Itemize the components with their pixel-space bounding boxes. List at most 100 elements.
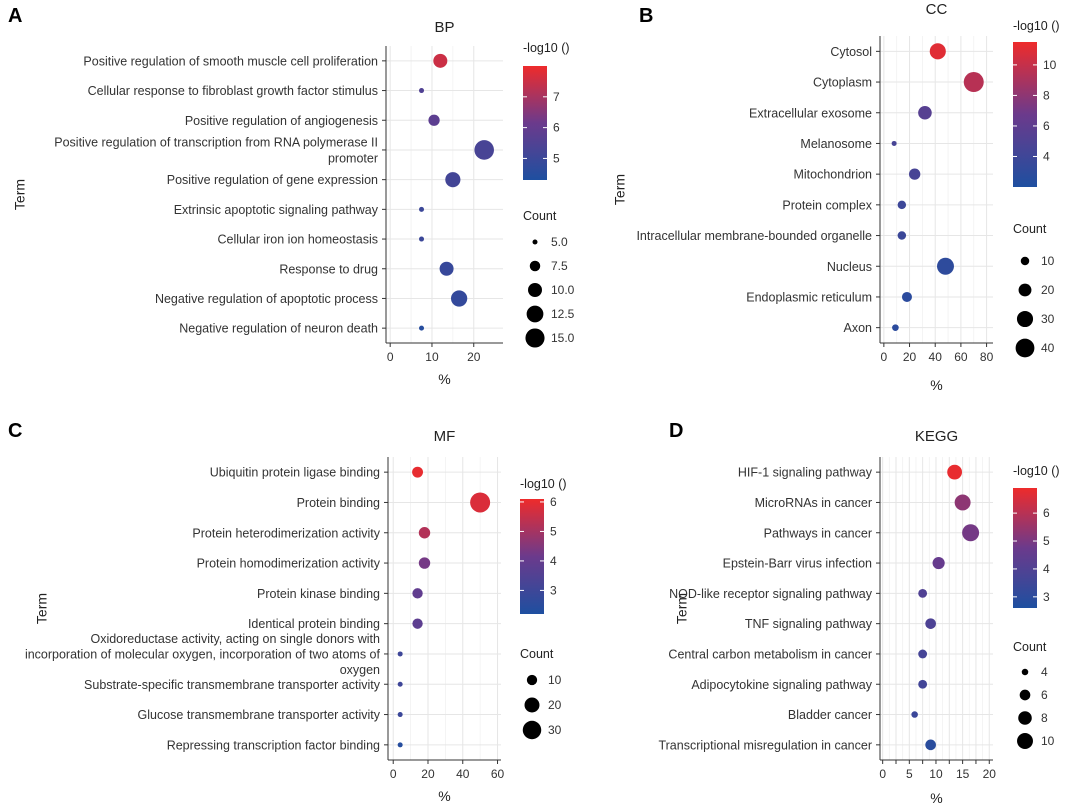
term-label: Protein kinase binding (257, 587, 380, 601)
data-point (412, 618, 423, 629)
term-label: Positive regulation of smooth muscle cel… (83, 54, 378, 68)
size-legend-label: 40 (1041, 341, 1055, 355)
term-label: Epstein-Barr virus infection (723, 557, 872, 571)
color-bar (523, 66, 547, 180)
color-bar-label: 3 (1043, 590, 1050, 604)
panel-letter: B (639, 5, 653, 27)
x-tick-label: 10 (425, 350, 439, 364)
data-point (891, 140, 897, 146)
data-point (897, 200, 907, 210)
data-point (470, 492, 491, 513)
data-point (962, 524, 980, 542)
color-bar (1013, 42, 1037, 187)
color-bar-label: 8 (1043, 88, 1050, 102)
term-label: Endoplasmic reticulum (746, 290, 872, 304)
x-tick-label: 20 (903, 350, 917, 364)
size-legend-label: 10 (1041, 734, 1055, 748)
data-point (397, 681, 403, 687)
data-point (419, 236, 425, 242)
data-point (892, 324, 899, 331)
size-legend-label: 30 (1041, 312, 1055, 326)
x-axis-label: % (930, 377, 942, 393)
color-bar-label: 6 (1043, 119, 1050, 133)
color-legend-title: -log10 () (523, 41, 570, 55)
term-label: Transcriptional misregulation in cancer (658, 738, 872, 752)
color-legend-title: -log10 () (1013, 19, 1060, 33)
term-label: Axon (844, 321, 873, 335)
term-label: Extrinsic apoptotic signaling pathway (174, 203, 379, 217)
size-legend-label: 30 (548, 723, 562, 737)
size-legend-dot (526, 305, 544, 323)
data-point (397, 712, 403, 718)
size-legend-dot (1021, 668, 1029, 676)
term-label: oxygen (340, 663, 380, 677)
data-point (932, 556, 945, 570)
data-point (909, 168, 921, 180)
x-tick-label: 40 (456, 767, 470, 781)
y-axis-label: Term (611, 174, 627, 205)
term-label: Cellular iron ion homeostasis (218, 233, 379, 247)
chart-title: KEGG (915, 428, 958, 445)
term-label: Repressing transcription factor binding (167, 738, 380, 752)
term-label: Protein complex (782, 198, 872, 212)
x-tick-label: 10 (929, 767, 943, 781)
data-point (925, 618, 936, 629)
term-label: Response to drug (279, 262, 378, 276)
size-legend-label: 10 (1041, 254, 1055, 268)
term-label: Cytoplasm (813, 76, 872, 90)
color-bar-label: 10 (1043, 58, 1057, 72)
data-point (445, 172, 461, 188)
data-point (418, 557, 431, 569)
x-tick-label: 0 (387, 350, 394, 364)
term-label: Extracellular exosome (749, 106, 872, 120)
size-legend-label: 5.0 (551, 235, 568, 249)
data-point (918, 649, 928, 659)
term-label: promoter (328, 151, 378, 165)
size-legend-label: 15.0 (551, 331, 575, 345)
data-point (918, 588, 928, 598)
color-bar-label: 6 (550, 495, 557, 509)
color-legend-title: -log10 () (1013, 464, 1060, 478)
term-label: Positive regulation of gene expression (167, 173, 378, 187)
x-axis-label: % (438, 788, 450, 804)
size-legend-label: 10.0 (551, 283, 575, 297)
x-axis-label: % (930, 790, 942, 806)
term-label: Substrate-specific transmembrane transpo… (84, 678, 381, 692)
x-tick-label: 15 (956, 767, 970, 781)
data-point (911, 711, 918, 718)
panel-d: D KEGG 0 5 10 15 20% Term HIF-1 signaling pathwa… (658, 420, 1059, 806)
data-point (954, 494, 971, 511)
term-label: Glucose transmembrane transporter activi… (138, 708, 381, 722)
chart-title: MF (434, 428, 456, 445)
data-point (918, 105, 932, 120)
x-axis-label: % (438, 371, 450, 387)
data-point (397, 742, 403, 748)
data-point (947, 464, 963, 480)
y-axis-label: Term (673, 593, 689, 624)
panel-a: A BP 0 10 20% Term Positive regulation of smoo… (8, 5, 575, 387)
term-label: Cytosol (830, 45, 872, 59)
size-legend-label: 7.5 (551, 259, 568, 273)
data-point (963, 72, 984, 93)
term-label: Positive regulation of angiogenesis (185, 114, 378, 128)
term-label: Pathways in cancer (764, 526, 872, 540)
panel-letter: A (8, 5, 22, 27)
panel-c: C MF 0 20 40 60% Term Ubiquitin protein ligase … (8, 420, 567, 804)
data-point (428, 114, 440, 126)
term-label: Protein binding (297, 496, 380, 510)
size-legend-label: 8 (1041, 711, 1048, 725)
term-label: Mitochondrion (793, 168, 872, 182)
term-label: Protein heterodimerization activity (192, 526, 380, 540)
size-legend-dot (1016, 310, 1034, 328)
size-legend-dot (532, 239, 538, 245)
y-axis-label: Term (11, 179, 27, 210)
size-legend-dot (1017, 733, 1033, 749)
size-legend-dot (1018, 711, 1032, 725)
color-bar (1013, 488, 1037, 608)
data-point (419, 325, 425, 331)
size-legend-dot (1019, 689, 1031, 701)
size-legend-label: 10 (548, 673, 562, 687)
x-tick-label: 0 (390, 767, 397, 781)
term-label: HIF-1 signaling pathway (738, 466, 873, 480)
color-bar-label: 6 (1043, 506, 1050, 520)
